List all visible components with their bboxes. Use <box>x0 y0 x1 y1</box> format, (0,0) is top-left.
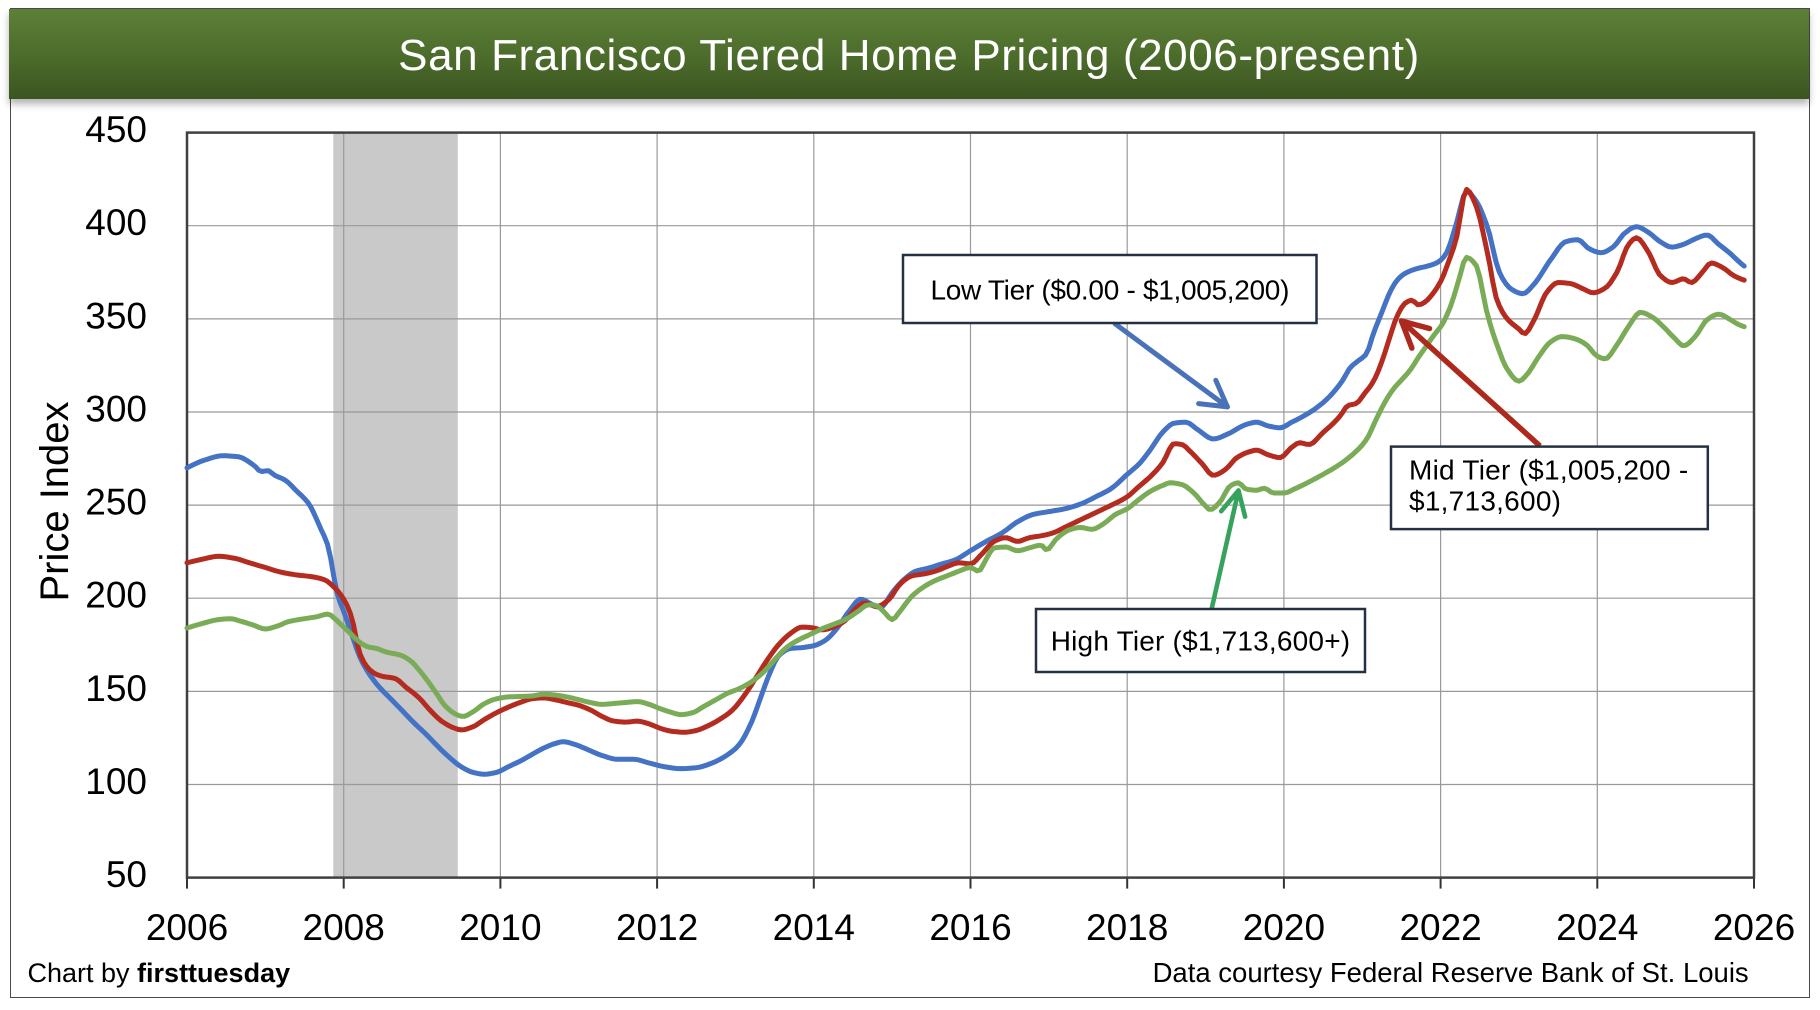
svg-text:50: 50 <box>106 854 147 895</box>
svg-text:Mid Tier ($1,005,200 -: Mid Tier ($1,005,200 - <box>1409 455 1688 486</box>
svg-text:2020: 2020 <box>1243 907 1325 948</box>
svg-text:300: 300 <box>85 389 147 430</box>
svg-text:2010: 2010 <box>459 907 541 948</box>
svg-text:100: 100 <box>85 761 147 802</box>
svg-text:Price Index: Price Index <box>33 401 77 601</box>
svg-text:400: 400 <box>85 202 147 243</box>
svg-text:2024: 2024 <box>1556 907 1638 948</box>
svg-text:450: 450 <box>85 109 147 150</box>
svg-text:Low Tier ($0.00 - $1,005,200): Low Tier ($0.00 - $1,005,200) <box>930 275 1289 306</box>
svg-text:200: 200 <box>85 575 147 616</box>
svg-text:250: 250 <box>85 482 147 523</box>
svg-text:High Tier ($1,713,600+): High Tier ($1,713,600+) <box>1051 625 1351 656</box>
svg-text:2014: 2014 <box>773 907 855 948</box>
svg-text:2026: 2026 <box>1713 907 1795 948</box>
svg-text:350: 350 <box>85 295 147 336</box>
svg-text:2008: 2008 <box>303 907 385 948</box>
svg-text:150: 150 <box>85 668 147 709</box>
svg-text:Chart by firsttuesday: Chart by firsttuesday <box>28 958 291 988</box>
svg-text:2012: 2012 <box>616 907 698 948</box>
svg-text:2016: 2016 <box>929 907 1011 948</box>
svg-text:2018: 2018 <box>1086 907 1168 948</box>
svg-text:Data courtesy Federal Reserve: Data courtesy Federal Reserve Bank of St… <box>1153 957 1749 988</box>
svg-text:2006: 2006 <box>146 907 228 948</box>
svg-text:$1,713,600): $1,713,600) <box>1409 486 1561 517</box>
svg-text:2022: 2022 <box>1399 907 1481 948</box>
